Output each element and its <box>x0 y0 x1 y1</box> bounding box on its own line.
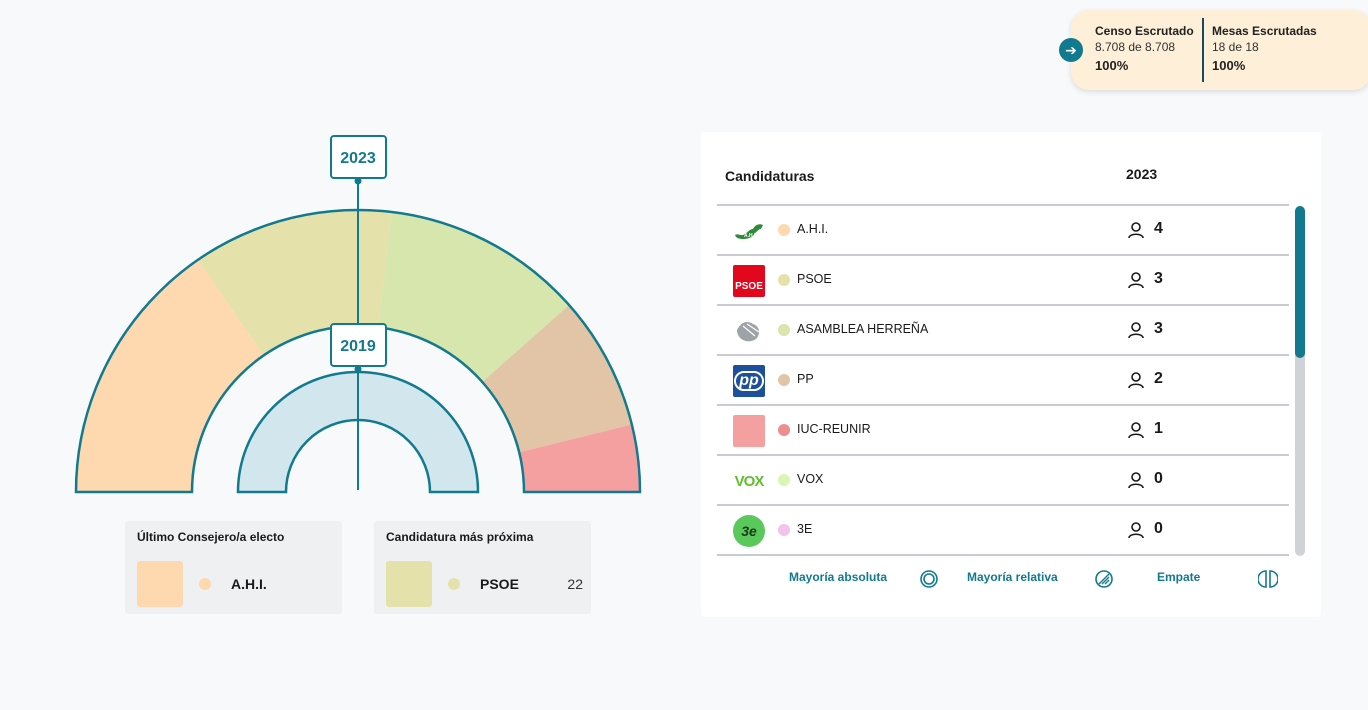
party-color-dot <box>778 274 790 286</box>
svg-text:2023: 2023 <box>340 150 376 167</box>
party-name: A.H.I. <box>797 222 829 236</box>
party-name: PSOE <box>797 272 832 286</box>
party-color-dot <box>778 524 790 536</box>
year-pointer-dot-2023 <box>354 177 362 185</box>
censo-title: Censo Escrutado <box>1095 24 1194 38</box>
table-row[interactable]: IUC-REUNIR 1 <box>717 406 1289 456</box>
last-elected-card: Último Consejero/a electo A.H.I. <box>125 521 342 614</box>
next-candidate-party: PSOE <box>480 576 519 592</box>
asamblea-logo-icon <box>733 315 765 347</box>
next-candidate-dot <box>448 578 460 590</box>
year-label-2023[interactable]: 2023 <box>330 135 387 179</box>
party-name: VOX <box>797 472 824 486</box>
party-color-dot <box>778 374 790 386</box>
year-label-2019[interactable]: 2019 <box>330 323 387 367</box>
hemicycle-chart: 2023 2019 <box>74 135 642 494</box>
party-seats: 2 <box>1154 370 1163 387</box>
last-elected-swatch <box>137 561 183 607</box>
status-divider <box>1202 18 1204 82</box>
hemicycle-segment[interactable] <box>76 259 264 492</box>
header-year: 2023 <box>1126 166 1158 182</box>
scrollbar-thumb[interactable] <box>1295 206 1305 358</box>
user-icon <box>1128 272 1144 289</box>
party-seats: 0 <box>1154 520 1163 537</box>
mesas-title: Mesas Escrutadas <box>1212 24 1317 38</box>
party-seats: 0 <box>1154 470 1163 487</box>
arrow-right-icon[interactable]: ➔ <box>1059 38 1083 62</box>
header-candidaturas: Candidaturas <box>725 168 815 184</box>
party-color-dot <box>778 474 790 486</box>
year-pointer-dot-2019 <box>354 365 362 373</box>
censo-pct: 100% <box>1095 58 1129 73</box>
svg-text:A.H.I.: A.H.I. <box>744 233 757 239</box>
table-row[interactable]: A.H.I. A.H.I. 4 <box>717 206 1289 256</box>
user-icon <box>1128 522 1144 539</box>
table-row[interactable]: 3e 3E 0 <box>717 506 1289 556</box>
psoe-logo-icon: PSOE <box>733 265 765 297</box>
censo-block: Censo Escrutado 8.708 de 8.708 100% <box>1095 24 1194 73</box>
scrollbar[interactable] <box>1295 206 1305 556</box>
party-seats: 3 <box>1154 320 1163 337</box>
legend-relative-majority: Mayoría relativa <box>967 570 1058 584</box>
mesas-block: Mesas Escrutadas 18 de 18 100% <box>1212 24 1317 73</box>
table-row[interactable]: PSOE PSOE 3 <box>717 256 1289 306</box>
absolute-majority-icon <box>920 570 938 588</box>
outer-arc-outline <box>74 208 642 494</box>
svg-text:2019: 2019 <box>340 338 376 355</box>
party-color-dot <box>778 424 790 436</box>
next-candidate-value: 22 <box>567 576 583 592</box>
legend-absolute-majority: Mayoría absoluta <box>789 570 888 584</box>
party-seats: 1 <box>1154 420 1163 437</box>
inner-arc-2019 <box>236 370 480 494</box>
user-icon <box>1128 322 1144 339</box>
party-name: ASAMBLEA HERREÑA <box>797 322 929 336</box>
user-icon <box>1128 372 1144 389</box>
3e-logo-icon: 3e <box>733 515 765 547</box>
hemicycle-segment[interactable] <box>482 304 632 453</box>
party-color-dot <box>778 324 790 336</box>
next-candidate-card: Candidatura más próxima PSOE 22 <box>374 521 591 614</box>
last-elected-title: Último Consejero/a electo <box>137 530 285 544</box>
user-icon <box>1128 422 1144 439</box>
scrutiny-status: Censo Escrutado 8.708 de 8.708 100% Mesa… <box>1071 10 1368 90</box>
user-icon <box>1128 472 1144 489</box>
relative-majority-icon <box>1095 570 1113 588</box>
next-candidate-swatch <box>386 561 432 607</box>
iuc-logo-icon <box>733 415 765 447</box>
tie-icon <box>1258 570 1278 588</box>
mesas-value: 18 de 18 <box>1212 40 1259 54</box>
party-name: 3E <box>797 522 813 536</box>
party-seats: 4 <box>1154 220 1163 237</box>
results-panel: Candidaturas 2023 A.H.I. A.H.I. 4 PSOE P… <box>701 132 1321 617</box>
hemicycle-segment[interactable] <box>519 424 640 492</box>
results-table: A.H.I. A.H.I. 4 PSOE PSOE 3 ASAMBLEA HER… <box>717 204 1289 556</box>
pp-logo-icon: pp <box>733 365 765 397</box>
censo-value: 8.708 de 8.708 <box>1095 40 1176 54</box>
last-elected-party: A.H.I. <box>231 576 267 592</box>
mesas-pct: 100% <box>1212 58 1246 73</box>
table-row[interactable]: pp PP 2 <box>717 356 1289 406</box>
legend-tie: Empate <box>1157 570 1201 584</box>
last-elected-dot <box>199 578 211 590</box>
party-color-dot <box>778 224 790 236</box>
ahi-logo-icon: A.H.I. <box>733 215 765 247</box>
party-seats: 3 <box>1154 270 1163 287</box>
party-name: IUC-REUNIR <box>797 422 871 436</box>
table-row[interactable]: ASAMBLEA HERREÑA 3 <box>717 306 1289 356</box>
next-candidate-title: Candidatura más próxima <box>386 530 534 544</box>
user-icon <box>1128 222 1144 239</box>
hemicycle-segment[interactable] <box>197 209 392 356</box>
vox-logo-icon: VOX <box>734 472 765 490</box>
party-name: PP <box>797 372 814 386</box>
table-row[interactable]: VOX VOX 0 <box>717 456 1289 506</box>
